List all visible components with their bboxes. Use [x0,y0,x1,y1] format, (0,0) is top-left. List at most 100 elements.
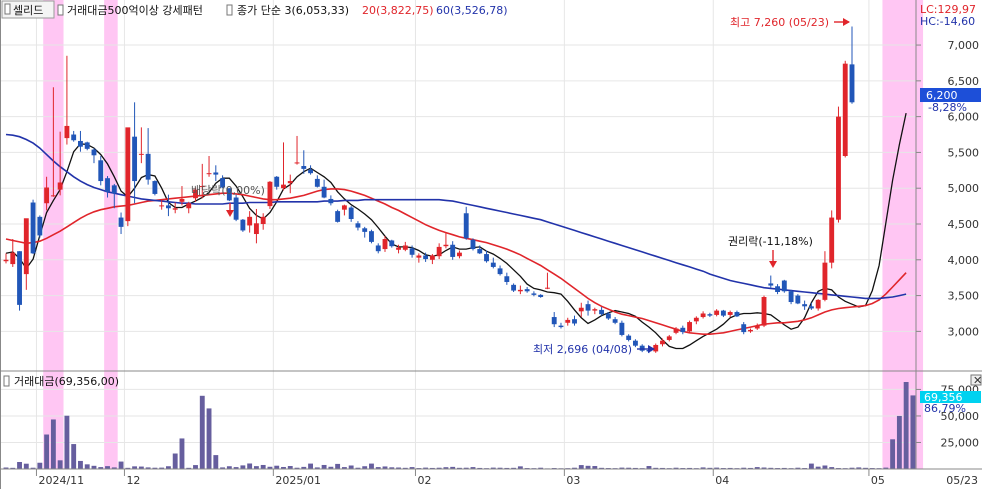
candle-body [105,178,110,192]
candle-body [165,205,171,209]
volume-bar [707,467,713,469]
candle-body [389,240,395,247]
candle-body [612,319,618,323]
candle-body [429,255,435,260]
volume-bar [382,466,388,469]
volume-bar [781,467,787,469]
price-badge-value: 6,200 [926,89,958,102]
candle-body [30,202,36,254]
volume-bar [125,467,131,469]
candle-body [314,178,320,187]
candle-body [348,207,354,219]
candle-body [822,262,828,300]
volume-marker [3,375,10,387]
candle-body [754,325,760,329]
candle-body [808,306,814,309]
volume-bar [213,455,219,469]
time-tick-label: 04 [715,474,729,487]
candle-body [98,160,104,182]
time-tick-label: 12 [126,474,140,487]
candle-body [741,324,747,333]
candle-body [341,205,347,210]
candle-body [328,198,334,204]
highlight-band [882,0,924,469]
candle-body [260,216,266,224]
volume-bar [335,463,341,469]
candle-body [50,195,56,197]
volume-bar [463,467,469,469]
candle-body [849,64,855,103]
candle-body [267,181,273,207]
dividend-arrowhead [226,210,234,217]
ma20-legend: 20(3,822,75) [362,4,434,17]
price-tick-label: 6,500 [948,75,980,88]
volume-bar [632,467,638,469]
candle-body [172,208,178,210]
candle-body [274,176,280,187]
volume-bar [50,419,56,469]
volume-bar [768,467,774,469]
candle-body [585,304,591,311]
volume-bar [206,408,212,469]
candle-body [558,325,564,328]
candle-body [626,335,632,340]
stock-name-box[interactable] [1,0,55,19]
volume-bar [700,467,706,469]
volume-bar [159,467,165,469]
indicator-marker [57,4,64,16]
candle-body [490,262,496,267]
candle-body [10,252,16,265]
candle-body [592,309,598,311]
candle-body [457,252,462,257]
volume-bar [64,415,70,469]
candle-body [335,211,341,222]
volume-bar [193,465,198,469]
volume-bar [646,466,652,469]
volume-tick-label: 50,000 [941,410,980,423]
volume-badge [920,391,981,403]
candle-body [64,125,70,139]
volume-bar [10,467,16,469]
volume-bar [673,467,679,469]
candle-body [781,280,787,292]
high-annotation: 최고 7,260 (05/23) [730,16,829,29]
volume-bar [497,467,503,469]
volume-bar [849,467,855,469]
candle-body [511,284,517,291]
candle-body [815,299,821,309]
price-tick-label: 3,000 [948,325,980,338]
candle-body [226,188,232,201]
volume-bar [301,466,307,469]
candle-body [125,127,131,222]
candle-body [118,217,124,227]
candle-body [152,181,158,194]
low-annotation: 최저 2,696 (04/08) [533,343,632,356]
candle-body [281,184,286,189]
volume-bar [328,466,334,469]
volume-bar [267,466,273,469]
volume-bar [375,467,381,469]
candle-body [423,255,429,260]
candle-body [355,223,361,228]
candle-body [369,231,374,242]
price-tick-label: 7,000 [948,39,980,52]
indicator-title[interactable]: 거래대금500억이상 강세패턴 [67,4,203,17]
volume-bar [592,466,598,469]
volume-bar [822,465,828,469]
stock-name: 셀리드 [13,4,43,17]
candle-body [605,313,611,319]
volume-bar [17,461,22,469]
candle-body [639,345,645,351]
candle-body [734,312,740,317]
volume-bar [470,467,476,469]
candle-body [761,297,767,326]
volume-bar [585,465,591,469]
candle-body [545,287,550,289]
volume-bar [111,467,117,469]
collapse-icon: ✕ [973,374,982,387]
candle-body [450,244,456,257]
volume-collapse-button[interactable] [970,374,982,386]
volume-bar [78,460,83,469]
price-tick-label: 6,000 [948,111,980,124]
volume-bar [260,464,266,469]
